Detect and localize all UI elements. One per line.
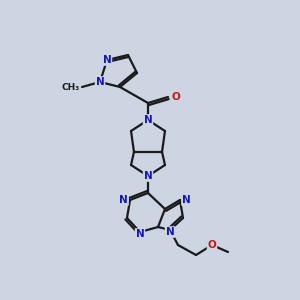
Text: CH₃: CH₃ <box>62 82 80 91</box>
Text: N: N <box>182 195 191 205</box>
Text: N: N <box>136 229 144 239</box>
Text: O: O <box>172 92 181 102</box>
Text: N: N <box>144 171 152 181</box>
Text: O: O <box>208 240 216 250</box>
Text: N: N <box>103 55 111 65</box>
Text: N: N <box>119 195 128 205</box>
Text: N: N <box>144 115 152 125</box>
Text: N: N <box>96 77 104 87</box>
Text: N: N <box>166 227 174 237</box>
